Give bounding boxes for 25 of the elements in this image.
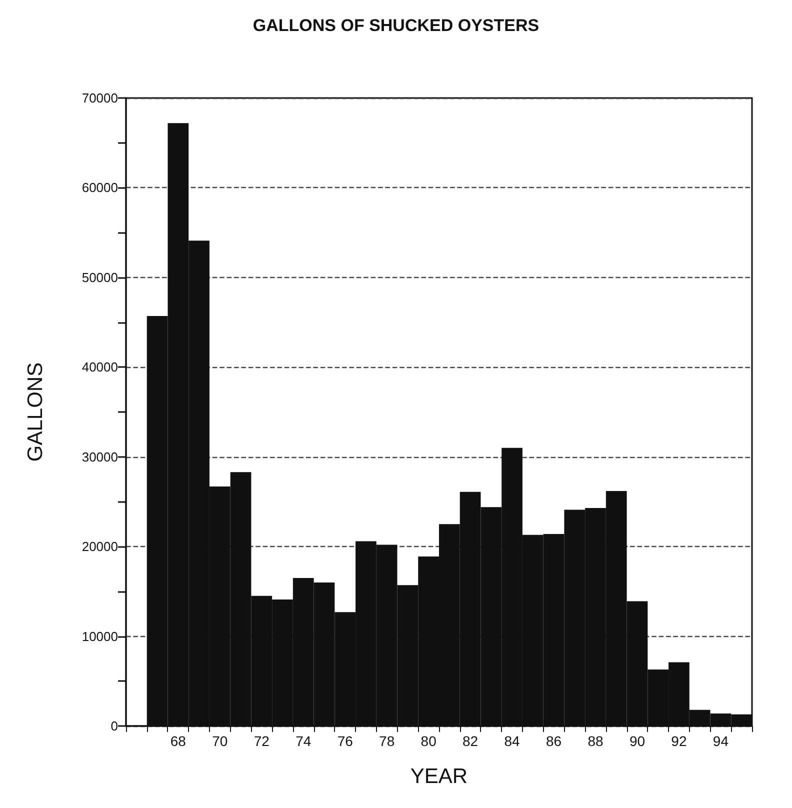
x-tick-label: 88 <box>588 733 604 749</box>
chart-title: GALLONS OF SHUCKED OYSTERS <box>252 16 540 35</box>
x-tick-label: 78 <box>379 733 395 749</box>
x-tick-label: 90 <box>629 733 646 749</box>
y-tick-label: 20000 <box>82 539 118 554</box>
y-tick-label: 70000 <box>82 90 118 106</box>
y-tick-label: 0 <box>110 718 118 734</box>
y-tick-label: 60000 <box>82 180 118 196</box>
x-tick-label: 70 <box>212 733 228 749</box>
x-tick-label: 94 <box>712 733 729 749</box>
x-tick-label: 92 <box>671 733 687 749</box>
y-tick-label: 10000 <box>82 628 118 644</box>
x-tick-label: 76 <box>337 733 354 749</box>
x-tick-label: 84 <box>504 733 520 749</box>
x-tick-label: 86 <box>546 733 562 749</box>
x-tick-label: 72 <box>254 733 270 749</box>
x-tick-label: 82 <box>462 733 478 749</box>
x-tick-label: 74 <box>296 733 312 749</box>
y-tick-label: 50000 <box>82 270 118 285</box>
x-tick-label: 80 <box>420 733 437 749</box>
x-tick-label: 68 <box>170 733 186 749</box>
y-axis-title: GALLONS <box>24 362 47 462</box>
x-axis-title: YEAR <box>410 765 468 788</box>
y-tick-label: 30000 <box>82 449 118 464</box>
y-tick-label: 40000 <box>82 360 118 375</box>
